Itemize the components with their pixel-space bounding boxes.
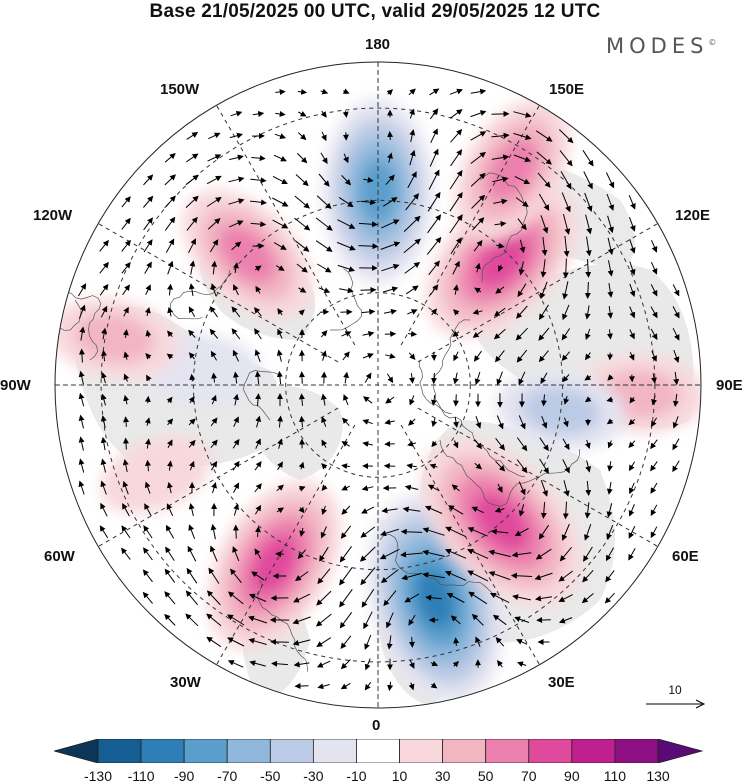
colorbar-swatch: [486, 739, 529, 763]
reference-vector: 10: [640, 683, 710, 713]
lon-label-120w: 120W: [33, 207, 72, 224]
colorbar-swatch: [184, 739, 227, 763]
wind-vector: [302, 372, 303, 384]
colorbar-tick-label: -110: [128, 768, 155, 784]
colorbar-tick-label: -70: [217, 768, 237, 784]
colorbar-tick-label: 10: [392, 768, 408, 784]
map-title: Base 21/05/2025 00 UTC, valid 29/05/2025…: [0, 1, 750, 23]
lon-label-90e: 90E: [716, 377, 743, 394]
colorbar-swatch: [615, 739, 658, 763]
wind-vector: [236, 526, 237, 539]
colorbar-swatch: [141, 739, 184, 763]
reference-vector-label: 10: [640, 683, 710, 697]
colorbar-tick-label: 90: [564, 768, 580, 784]
colorbar-tick-label: -130: [84, 768, 112, 784]
lon-label-150w: 150W: [160, 81, 199, 98]
reference-arrow-icon: [646, 699, 706, 709]
colorbar-tick-label: -90: [174, 768, 194, 784]
lon-label-30w: 30W: [170, 674, 201, 691]
colorbar: [54, 739, 704, 763]
colorbar-tick-label: 130: [646, 768, 669, 784]
colorbar-tick-label: 30: [435, 768, 451, 784]
colorbar-swatch: [98, 739, 141, 763]
wind-vector: [271, 642, 289, 643]
colorbar-swatch: [227, 739, 270, 763]
lon-label-90w: 90W: [0, 377, 31, 394]
colorbar-tick-label: -50: [260, 768, 280, 784]
colorbar-swatch: [270, 739, 313, 763]
lon-label-0: 0: [372, 717, 380, 734]
colorbar-swatch: [529, 739, 572, 763]
colorbar-swatch: [572, 739, 615, 763]
colorbar-tick-label: 110: [604, 768, 626, 784]
lon-label-60w: 60W: [44, 548, 75, 565]
colorbar-swatch: [54, 739, 98, 763]
lon-label-180: 180: [365, 36, 390, 53]
colorbar-swatch: [400, 739, 443, 763]
lon-label-60e: 60E: [672, 548, 699, 565]
brand-logo: MODES©: [606, 34, 716, 58]
lon-label-30e: 30E: [548, 674, 575, 691]
colorbar-tick-label: 50: [478, 768, 494, 784]
colorbar-swatch: [443, 739, 486, 763]
lon-label-150e: 150E: [549, 81, 584, 98]
wind-vector: [456, 394, 457, 405]
lon-label-120e: 120E: [675, 207, 710, 224]
wind-vector: [276, 554, 284, 555]
colorbar-tick-label: -10: [346, 768, 366, 784]
colorbar-tick-label: -30: [303, 768, 323, 784]
wind-vector: [148, 397, 149, 403]
colorbar-swatch: [658, 739, 702, 763]
wind-vector: [390, 132, 391, 140]
colorbar-swatch: [356, 739, 399, 763]
colorbar-tick-label: 70: [521, 768, 537, 784]
colorbar-swatch: [313, 739, 356, 763]
